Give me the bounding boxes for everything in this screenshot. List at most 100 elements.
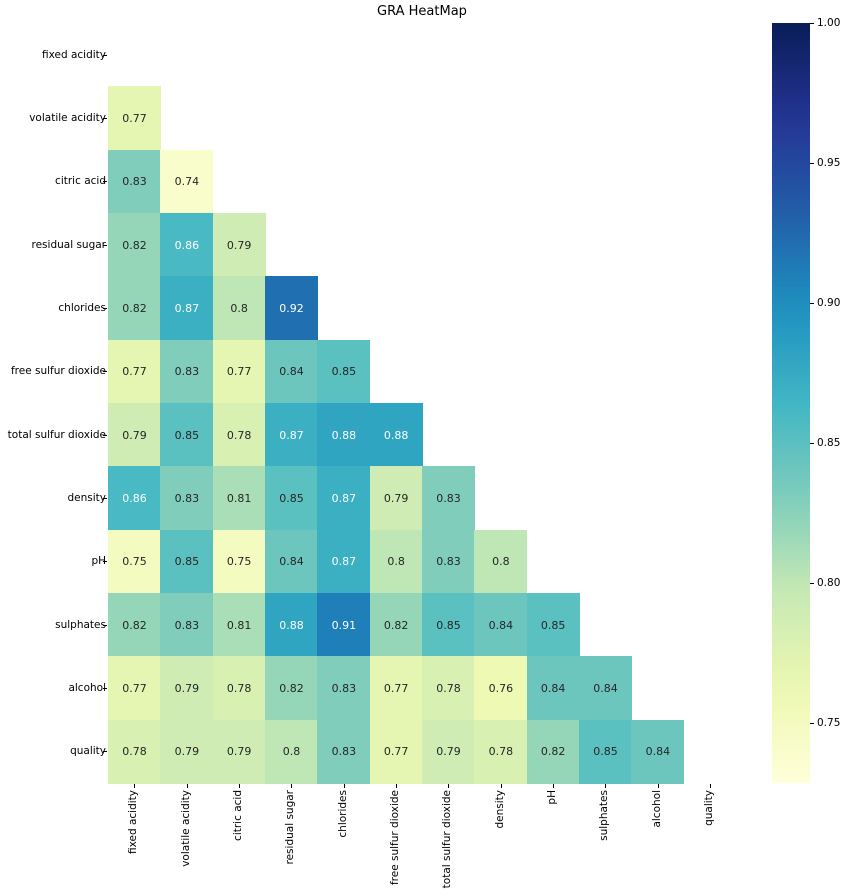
heatmap-cell: 0.82 [369, 593, 423, 657]
x-tick-label: chlorides [336, 790, 349, 838]
y-tick-label: total sulfur dioxide [7, 428, 106, 441]
colorbar-tick-label: 0.75 [817, 717, 841, 730]
colorbar-tick-label: 0.85 [817, 437, 841, 450]
x-tick-label: sulphates [598, 790, 611, 841]
x-tick [657, 784, 659, 788]
x-tick [186, 784, 188, 788]
heatmap-cell: 0.82 [108, 213, 161, 277]
heatmap-cell: 0.85 [526, 593, 580, 657]
heatmap-cell: 0.83 [422, 466, 475, 531]
heatmap-cell: 0.77 [108, 656, 161, 721]
heatmap-cell: 0.79 [369, 466, 423, 531]
heatmap-cell: 0.85 [422, 593, 475, 657]
x-tick-label: quality [702, 790, 715, 826]
heatmap-cell: 0.83 [160, 466, 214, 531]
heatmap-cell: 0.79 [212, 719, 266, 784]
x-tick [448, 784, 450, 788]
x-tick [395, 784, 397, 788]
heatmap-cell: 0.8 [369, 529, 423, 594]
heatmap-cell: 0.92 [265, 276, 318, 341]
y-tick [103, 751, 107, 753]
y-tick-label: alcohol [68, 682, 106, 694]
x-tick [500, 784, 502, 788]
heatmap-cell: 0.79 [422, 719, 475, 784]
heatmap-cell: 0.78 [474, 719, 528, 784]
heatmap-cell: 0.77 [369, 719, 423, 784]
heatmap-cell: 0.84 [526, 656, 580, 721]
heatmap-cell: 0.8 [474, 529, 528, 594]
y-tick [103, 308, 107, 309]
x-tick-label: total sulfur dioxide [441, 790, 454, 889]
heatmap-cell: 0.79 [160, 656, 214, 721]
heatmap-cell: 0.81 [212, 593, 266, 657]
heatmap-cell: 0.81 [212, 466, 266, 531]
heatmap-cell: 0.86 [108, 466, 161, 531]
heatmap-cell: 0.82 [108, 276, 161, 341]
colorbar-tick [810, 23, 814, 24]
y-tick-label: citric acid [55, 175, 106, 188]
heatmap-cell: 0.74 [160, 149, 214, 214]
heatmap-cell: 0.87 [317, 466, 371, 531]
x-tick-label: fixed acidity [127, 790, 140, 855]
y-tick [103, 498, 107, 499]
heatmap-cell: 0.87 [317, 529, 371, 594]
x-tick-label: pH [545, 790, 558, 805]
colorbar-tick-label: 0.90 [817, 297, 841, 310]
x-tick [343, 784, 345, 788]
heatmap-cell: 0.82 [108, 593, 161, 657]
colorbar-tick-label: 1.00 [817, 17, 841, 29]
x-tick-label: residual sugar [284, 790, 297, 865]
heatmap-cell: 0.83 [317, 656, 371, 721]
x-tick-label: density [493, 790, 506, 829]
y-tick-label: pH [91, 555, 106, 568]
colorbar-tick [810, 723, 814, 725]
y-tick [103, 434, 107, 436]
x-tick-label: volatile acidity [179, 790, 192, 867]
heatmap-cell: 0.84 [474, 593, 528, 657]
y-tick [103, 54, 107, 56]
heatmap-cell: 0.79 [160, 719, 214, 784]
x-tick [709, 784, 711, 788]
y-tick-label: volatile acidity [29, 112, 106, 124]
heatmap-cell: 0.88 [317, 403, 371, 467]
y-tick [103, 624, 107, 626]
heatmap-cell: 0.83 [317, 719, 371, 784]
chart-title: GRA HeatMap [377, 4, 467, 19]
heatmap-cell: 0.77 [212, 339, 266, 404]
heatmap-cell: 0.77 [108, 339, 161, 404]
colorbar-tick [810, 163, 814, 164]
y-tick-label: free sulfur dioxide [10, 365, 106, 378]
x-tick-label: citric acid [231, 790, 244, 841]
heatmap-cell: 0.85 [317, 339, 371, 404]
colorbar-tick [810, 303, 814, 305]
heatmap-cell: 0.91 [317, 593, 371, 657]
y-tick [103, 118, 107, 119]
heatmap-cell: 0.77 [108, 86, 161, 151]
heatmap-cell: 0.76 [474, 656, 528, 721]
x-tick-label: free sulfur dioxide [388, 790, 401, 886]
heatmap-cell: 0.84 [631, 719, 685, 784]
y-tick [103, 244, 107, 246]
heatmap-cell: 0.83 [108, 149, 161, 214]
heatmap-cell: 0.87 [265, 403, 318, 467]
y-tick [103, 371, 107, 373]
y-tick [103, 181, 107, 183]
heatmap-grid: 0.77 0.83 0.74 0.82 0.86 0.79 0.82 0.87 0.8 0.92 0… [108, 23, 736, 784]
heatmap-cell: 0.83 [160, 339, 214, 404]
heatmap-cell: 0.78 [108, 719, 161, 784]
heatmap-cell: 0.85 [579, 719, 632, 784]
y-tick-label: residual sugar [31, 238, 106, 251]
x-tick [552, 784, 554, 788]
heatmap-cell: 0.86 [160, 213, 214, 277]
y-tick-label: fixed acidity [41, 48, 106, 61]
heatmap-cell: 0.78 [422, 656, 475, 721]
heatmap-cell: 0.87 [160, 276, 214, 341]
x-tick [605, 784, 607, 788]
heatmap-cell: 0.84 [265, 339, 318, 404]
heatmap-cell: 0.79 [212, 213, 266, 277]
y-tick [103, 688, 107, 689]
heatmap-cell: 0.88 [265, 593, 318, 657]
colorbar-tick-label: 0.95 [817, 157, 841, 169]
y-tick-label: density [67, 492, 107, 504]
heatmap-cell: 0.84 [579, 656, 632, 721]
